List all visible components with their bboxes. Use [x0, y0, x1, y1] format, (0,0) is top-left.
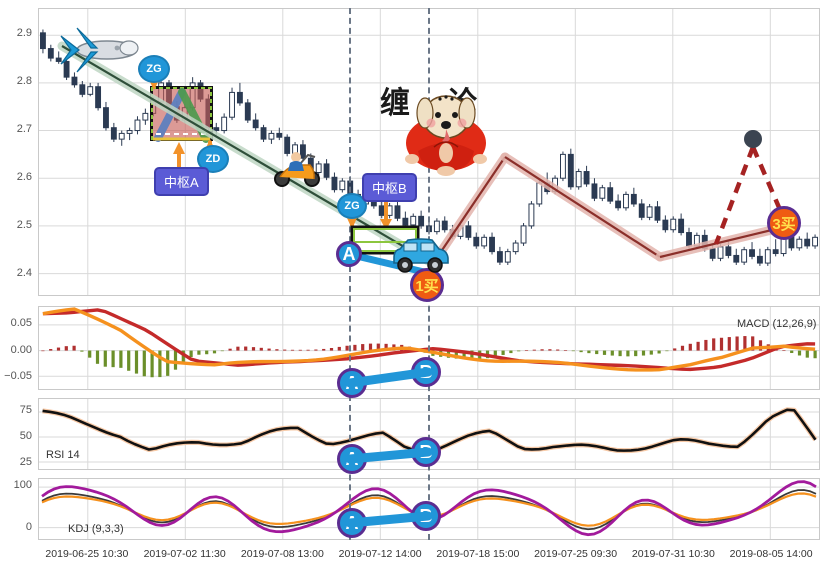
x-axis-tick: 2019-07-18 15:00	[436, 548, 520, 560]
y-axis-tick: 2.4	[16, 267, 32, 280]
y-axis-tick: 0.05	[10, 317, 32, 330]
kdj-label: KDJ (9,3,3)	[68, 523, 124, 535]
y-axis-tick: 50	[19, 430, 32, 443]
point-b-marker-macd[interactable]: B	[411, 357, 441, 387]
buy1-marker[interactable]: 1买	[410, 268, 444, 302]
zg-marker-b[interactable]: ZG	[337, 193, 367, 219]
x-axis-tick: 2019-07-31 10:30	[631, 548, 715, 560]
pivot-zone-a-label[interactable]: 中枢A	[154, 167, 209, 196]
y-axis-tick: 75	[19, 404, 32, 417]
x-axis-tick: 2019-07-02 11:30	[143, 548, 226, 560]
point-a-marker-kdj[interactable]: A	[337, 508, 367, 538]
point-a-marker-macd[interactable]: A	[337, 368, 367, 398]
y-axis-tick: −0.05	[4, 369, 32, 382]
y-axis-tick: 2.8	[16, 75, 32, 88]
zg-marker-a[interactable]: ZG	[138, 55, 170, 83]
macd-label: MACD (12,26,9)	[737, 318, 817, 330]
x-axis-tick: 2019-07-08 13:00	[240, 548, 324, 560]
point-b-marker-kdj[interactable]: B	[411, 501, 441, 531]
y-axis-tick: 25	[19, 455, 32, 468]
y-axis-tick: 2.6	[16, 171, 32, 184]
point-a-marker-price[interactable]: A	[336, 241, 362, 267]
watermark-right-char: 论	[447, 87, 479, 120]
buy3-marker[interactable]: 3买	[767, 206, 801, 240]
y-axis-tick: 2.5	[16, 219, 32, 232]
x-axis-tick: 2019-06-25 10:30	[45, 548, 129, 560]
rsi-label: RSI 14	[46, 449, 80, 461]
pivot-zone-b-label[interactable]: 中枢B	[362, 173, 417, 202]
y-axis-tick: 0.00	[10, 343, 32, 356]
x-axis-tick: 2019-08-05 14:00	[729, 548, 813, 560]
x-axis-tick: 2019-07-25 09:30	[534, 548, 618, 560]
pivot-zone-a-box	[150, 86, 213, 141]
zd-marker-a[interactable]: ZD	[197, 145, 229, 173]
x-axis-tick: 2019-07-12 14:00	[338, 548, 422, 560]
point-a-marker-rsi[interactable]: A	[337, 444, 367, 474]
y-axis-tick: 100	[13, 479, 32, 492]
y-axis-tick: 0	[25, 521, 32, 534]
y-axis-tick: 2.9	[16, 27, 32, 40]
watermark-left-char: 缠	[380, 87, 412, 120]
point-b-marker-rsi[interactable]: B	[411, 437, 441, 467]
y-axis-tick: 2.7	[16, 123, 32, 136]
